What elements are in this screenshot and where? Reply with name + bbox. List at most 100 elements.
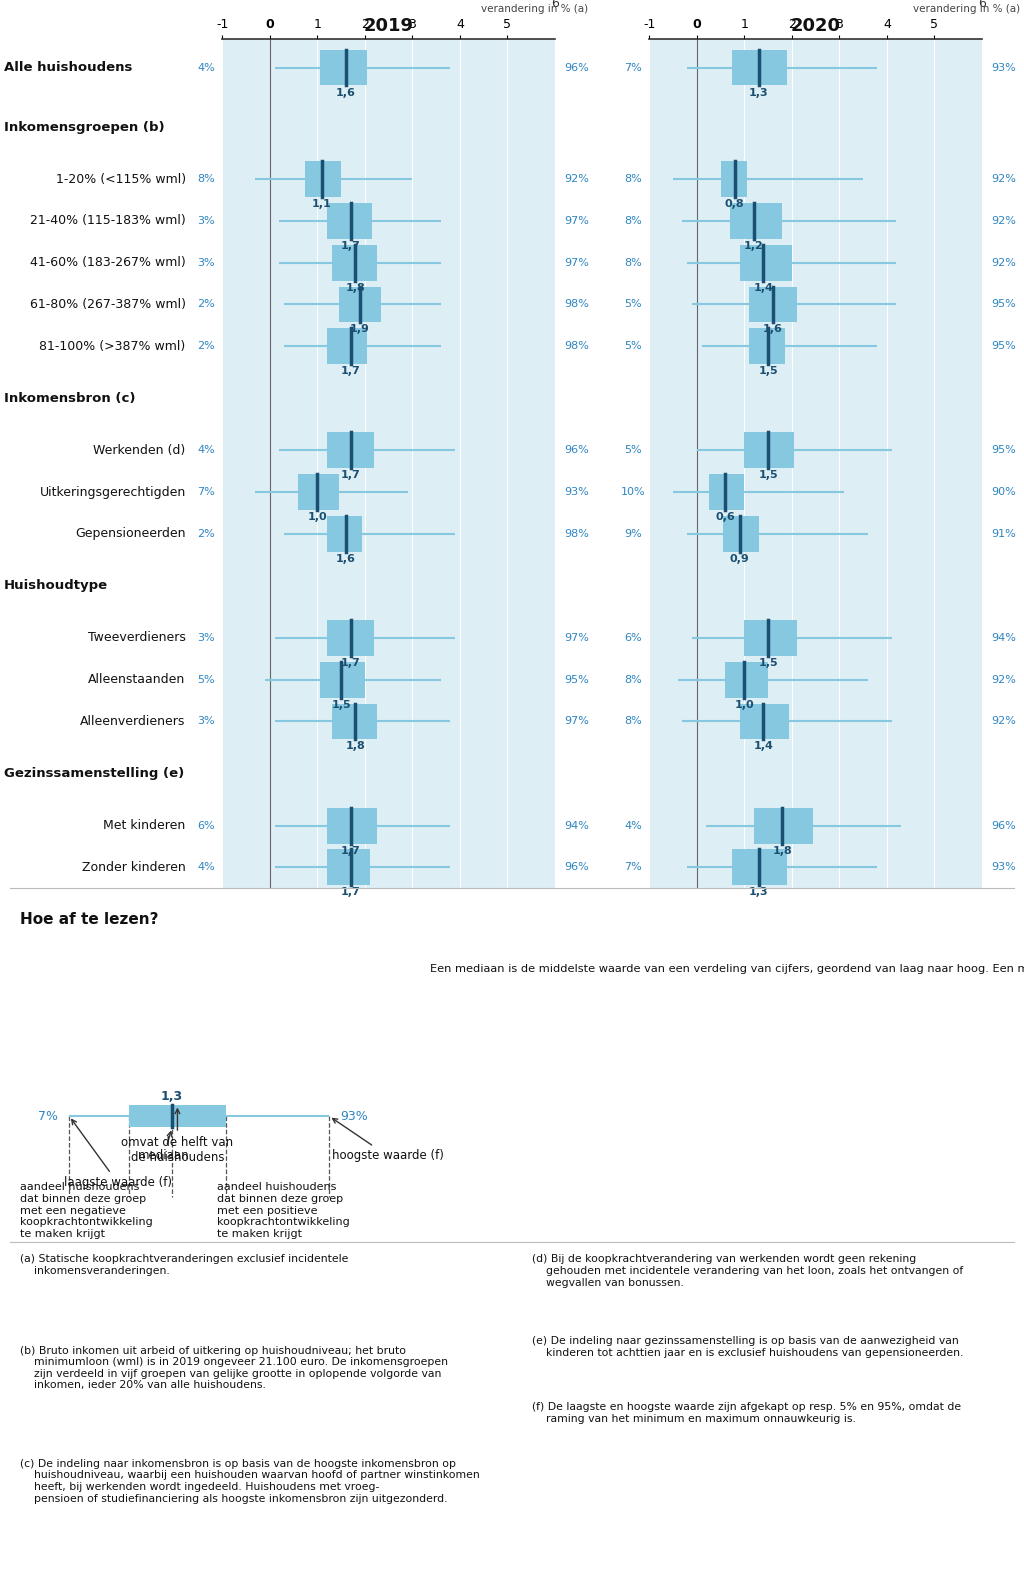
Bar [725, 662, 768, 698]
Bar [298, 475, 339, 509]
Text: 2019: 2019 [364, 17, 414, 35]
Text: (b) Bruto inkomen uit arbeid of uitkering op huishoudniveau; het bruto
    minim: (b) Bruto inkomen uit arbeid of uitkerin… [20, 1346, 449, 1390]
Text: 1,7: 1,7 [341, 241, 360, 252]
Text: 4%: 4% [624, 821, 642, 830]
Bar [732, 50, 787, 85]
Text: 7%: 7% [38, 1110, 58, 1122]
Text: (d) Bij de koopkrachtverandering van werkenden wordt geen rekening
    gehouden : (d) Bij de koopkrachtverandering van wer… [532, 1254, 964, 1287]
Bar [327, 516, 362, 552]
Text: 1,9: 1,9 [350, 324, 370, 335]
Text: 3%: 3% [197, 717, 215, 726]
Text: 95%: 95% [564, 674, 589, 685]
Text: 92%: 92% [991, 258, 1016, 267]
Text: 9%: 9% [624, 528, 642, 539]
Text: 8%: 8% [624, 674, 642, 685]
Text: 1,4: 1,4 [754, 283, 773, 292]
Text: 5%: 5% [197, 674, 215, 685]
Text: 1,8: 1,8 [772, 846, 793, 855]
Bar [739, 704, 790, 739]
Text: 1,7: 1,7 [341, 659, 360, 668]
Bar [327, 849, 370, 885]
Text: (f) De laagste en hoogste waarde zijn afgekapt op resp. 5% en 95%, omdat de
    : (f) De laagste en hoogste waarde zijn af… [532, 1402, 962, 1424]
Text: 2%: 2% [197, 528, 215, 539]
Text: 1,7: 1,7 [341, 366, 360, 376]
Text: 5%: 5% [624, 299, 642, 310]
Text: 3%: 3% [197, 215, 215, 226]
Text: 96%: 96% [991, 821, 1016, 830]
Text: Hoe af te lezen?: Hoe af te lezen? [20, 912, 159, 927]
Text: Werkenden (d): Werkenden (d) [93, 443, 185, 457]
Text: 0,8: 0,8 [725, 200, 744, 209]
Bar [327, 808, 377, 844]
Text: Tweeverdieners: Tweeverdieners [88, 632, 185, 645]
Text: 8%: 8% [197, 174, 215, 184]
Text: 3%: 3% [197, 634, 215, 643]
Text: 7%: 7% [197, 487, 215, 497]
Text: 1,3: 1,3 [749, 88, 768, 97]
Text: 41-60% (183-267% wml): 41-60% (183-267% wml) [30, 256, 185, 269]
Text: 2%: 2% [197, 299, 215, 310]
Text: verandering in % (a): verandering in % (a) [912, 5, 1020, 14]
Text: 6%: 6% [624, 634, 642, 643]
Text: Huishoudtype: Huishoudtype [4, 580, 108, 593]
Text: 7%: 7% [624, 863, 642, 872]
Text: 93%: 93% [991, 63, 1016, 72]
Text: 1,6: 1,6 [336, 88, 355, 97]
Text: Inkomensgroepen (b): Inkomensgroepen (b) [4, 121, 165, 134]
Text: 61-80% (267-387% wml): 61-80% (267-387% wml) [30, 297, 185, 311]
Bar [730, 203, 782, 239]
Text: 81-100% (>387% wml): 81-100% (>387% wml) [39, 340, 185, 352]
Text: 1,5: 1,5 [758, 659, 778, 668]
Text: 93%: 93% [991, 863, 1016, 872]
Text: 3%: 3% [197, 258, 215, 267]
Text: 5%: 5% [624, 341, 642, 351]
Text: 6: 6 [978, 0, 986, 9]
Bar [327, 329, 368, 365]
Text: 1,6: 1,6 [336, 553, 355, 564]
Text: 96%: 96% [564, 63, 589, 72]
Text: 96%: 96% [564, 445, 589, 456]
Text: 93%: 93% [340, 1110, 368, 1122]
Text: 94%: 94% [564, 821, 589, 830]
Text: 97%: 97% [564, 215, 589, 226]
Text: 7%: 7% [624, 63, 642, 72]
Text: 2020: 2020 [791, 17, 841, 35]
Bar [327, 203, 372, 239]
Text: Een mediaan is de middelste waarde van een verdeling van cijfers, geordend van l: Een mediaan is de middelste waarde van e… [430, 964, 1024, 973]
Bar [305, 162, 341, 196]
Text: omvat de helft van
de huishoudens: omvat de helft van de huishoudens [122, 1108, 233, 1163]
Text: aandeel huishoudens
dat binnen deze groep
met een negatieve
koopkrachtontwikkeli: aandeel huishoudens dat binnen deze groe… [20, 1182, 154, 1239]
Bar [327, 432, 375, 468]
Text: 94%: 94% [991, 634, 1016, 643]
Text: 92%: 92% [991, 215, 1016, 226]
Text: 1-20% (<115% wml): 1-20% (<115% wml) [55, 173, 185, 185]
Text: Zonder kinderen: Zonder kinderen [82, 861, 185, 874]
Text: 98%: 98% [564, 341, 589, 351]
Text: hoogste waarde (f): hoogste waarde (f) [332, 1119, 443, 1162]
Text: 0,6: 0,6 [716, 512, 735, 522]
Text: 8%: 8% [624, 174, 642, 184]
Text: 4%: 4% [197, 445, 215, 456]
Text: 1,2: 1,2 [743, 241, 764, 252]
Bar [739, 245, 792, 280]
Bar [327, 619, 375, 656]
Text: 8%: 8% [624, 258, 642, 267]
Text: laagste waarde (f): laagste waarde (f) [63, 1119, 172, 1190]
Text: 2%: 2% [197, 341, 215, 351]
Text: Uitkeringsgerechtigden: Uitkeringsgerechtigden [39, 486, 185, 498]
Text: 1,7: 1,7 [341, 888, 360, 898]
Bar [744, 619, 797, 656]
Text: 5%: 5% [624, 445, 642, 456]
Text: 0,9: 0,9 [730, 553, 750, 564]
Text: 8%: 8% [624, 215, 642, 226]
Text: 1,8: 1,8 [345, 283, 366, 292]
Text: 92%: 92% [991, 174, 1016, 184]
Text: Gezinssamenstelling (e): Gezinssamenstelling (e) [4, 767, 184, 780]
Text: 4%: 4% [197, 863, 215, 872]
Text: 1,7: 1,7 [341, 846, 360, 855]
Text: 97%: 97% [564, 258, 589, 267]
Bar [750, 329, 784, 365]
Bar [754, 808, 813, 844]
Bar [332, 704, 377, 739]
Text: Alleenstaanden: Alleenstaanden [88, 673, 185, 687]
